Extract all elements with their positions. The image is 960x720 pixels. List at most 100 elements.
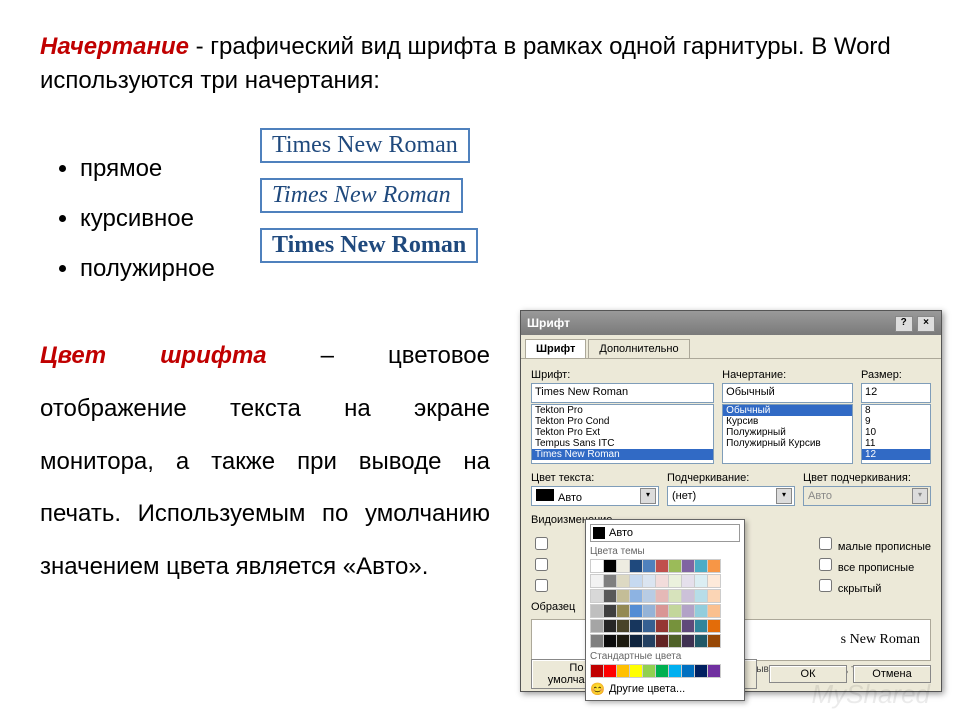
check-smallcaps[interactable]: малые прописные: [815, 534, 931, 553]
color-swatch[interactable]: [668, 559, 682, 573]
color-swatch[interactable]: [590, 559, 604, 573]
color-swatch[interactable]: [590, 604, 604, 618]
cancel-button[interactable]: Отмена: [853, 665, 931, 683]
color-auto[interactable]: Авто: [590, 524, 740, 542]
color-swatch[interactable]: [668, 604, 682, 618]
color-swatch[interactable]: [642, 619, 656, 633]
check-item[interactable]: [531, 576, 551, 595]
size-input[interactable]: 12: [861, 383, 931, 403]
color-swatch[interactable]: [707, 604, 721, 618]
color-swatch[interactable]: [694, 559, 708, 573]
color-swatch[interactable]: [590, 634, 604, 648]
color-swatch[interactable]: [655, 604, 669, 618]
ok-button[interactable]: ОК: [769, 665, 847, 683]
font-list[interactable]: Tekton Pro Tekton Pro Cond Tekton Pro Ex…: [531, 404, 714, 464]
style-input[interactable]: Обычный: [722, 383, 853, 403]
color-swatch[interactable]: [681, 574, 695, 588]
list-item[interactable]: Tekton Pro: [532, 405, 713, 416]
check-item[interactable]: [531, 534, 551, 553]
underline-combo[interactable]: (нет)▾: [667, 486, 795, 506]
color-swatch[interactable]: [642, 589, 656, 603]
color-combo[interactable]: Авто▾: [531, 486, 659, 506]
color-swatch[interactable]: [629, 574, 643, 588]
color-swatch[interactable]: [616, 589, 630, 603]
color-swatch[interactable]: [694, 604, 708, 618]
color-swatch[interactable]: [590, 574, 604, 588]
color-swatch[interactable]: [655, 589, 669, 603]
color-swatch[interactable]: [616, 664, 630, 678]
list-item[interactable]: Полужирный: [723, 427, 852, 438]
tab-font[interactable]: Шрифт: [525, 339, 586, 358]
color-swatch[interactable]: [603, 619, 617, 633]
color-swatch[interactable]: [681, 604, 695, 618]
color-swatch[interactable]: [629, 559, 643, 573]
list-item[interactable]: 9: [862, 416, 930, 427]
color-swatch[interactable]: [590, 589, 604, 603]
color-swatch[interactable]: [681, 619, 695, 633]
color-swatch[interactable]: [603, 574, 617, 588]
color-swatch[interactable]: [616, 619, 630, 633]
color-swatch[interactable]: [694, 589, 708, 603]
color-swatch[interactable]: [681, 559, 695, 573]
check-hidden[interactable]: скрытый: [815, 576, 931, 595]
color-swatch[interactable]: [655, 619, 669, 633]
color-swatch[interactable]: [629, 589, 643, 603]
color-swatch[interactable]: [655, 574, 669, 588]
color-swatch[interactable]: [629, 664, 643, 678]
help-icon[interactable]: ?: [895, 316, 913, 332]
color-swatch[interactable]: [707, 574, 721, 588]
color-swatch[interactable]: [642, 574, 656, 588]
check-allcaps[interactable]: все прописные: [815, 555, 931, 574]
color-swatch[interactable]: [707, 589, 721, 603]
color-swatch[interactable]: [603, 634, 617, 648]
list-item[interactable]: 10: [862, 427, 930, 438]
color-swatch[interactable]: [655, 664, 669, 678]
chevron-down-icon[interactable]: ▾: [640, 488, 656, 504]
color-swatch[interactable]: [681, 664, 695, 678]
color-swatch[interactable]: [616, 574, 630, 588]
color-swatch[interactable]: [655, 559, 669, 573]
color-swatch[interactable]: [616, 634, 630, 648]
color-swatch[interactable]: [668, 634, 682, 648]
chevron-down-icon[interactable]: ▾: [776, 488, 792, 504]
list-item[interactable]: 12: [862, 449, 930, 460]
color-swatch[interactable]: [668, 574, 682, 588]
tab-advanced[interactable]: Дополнительно: [588, 339, 689, 358]
list-item[interactable]: Полужирный Курсив: [723, 438, 852, 449]
color-swatch[interactable]: [694, 664, 708, 678]
color-swatch[interactable]: [642, 664, 656, 678]
color-swatch[interactable]: [707, 619, 721, 633]
color-swatch[interactable]: [681, 589, 695, 603]
color-swatch[interactable]: [590, 664, 604, 678]
color-swatch[interactable]: [642, 604, 656, 618]
color-swatch[interactable]: [629, 619, 643, 633]
color-swatch[interactable]: [642, 634, 656, 648]
list-item[interactable]: Tekton Pro Ext: [532, 427, 713, 438]
color-swatch[interactable]: [694, 634, 708, 648]
color-swatch[interactable]: [707, 634, 721, 648]
size-list[interactable]: 8 9 10 11 12: [861, 404, 931, 464]
list-item[interactable]: Курсив: [723, 416, 852, 427]
color-swatch[interactable]: [668, 619, 682, 633]
color-swatch[interactable]: [616, 559, 630, 573]
list-item[interactable]: 8: [862, 405, 930, 416]
color-swatch[interactable]: [707, 559, 721, 573]
color-swatch[interactable]: [603, 604, 617, 618]
font-input[interactable]: Times New Roman: [531, 383, 714, 403]
color-swatch[interactable]: [629, 604, 643, 618]
list-item[interactable]: Tekton Pro Cond: [532, 416, 713, 427]
list-item[interactable]: Times New Roman: [532, 449, 713, 460]
close-icon[interactable]: ×: [917, 316, 935, 332]
more-colors[interactable]: 😊Другие цвета...: [590, 682, 740, 696]
list-item[interactable]: Обычный: [723, 405, 852, 416]
color-swatch[interactable]: [707, 664, 721, 678]
color-swatch[interactable]: [642, 559, 656, 573]
color-swatch[interactable]: [668, 589, 682, 603]
color-swatch[interactable]: [668, 664, 682, 678]
color-swatch[interactable]: [694, 619, 708, 633]
color-swatch[interactable]: [681, 634, 695, 648]
color-swatch[interactable]: [616, 604, 630, 618]
list-item[interactable]: Tempus Sans ITC: [532, 438, 713, 449]
color-swatch[interactable]: [590, 619, 604, 633]
color-swatch[interactable]: [603, 664, 617, 678]
